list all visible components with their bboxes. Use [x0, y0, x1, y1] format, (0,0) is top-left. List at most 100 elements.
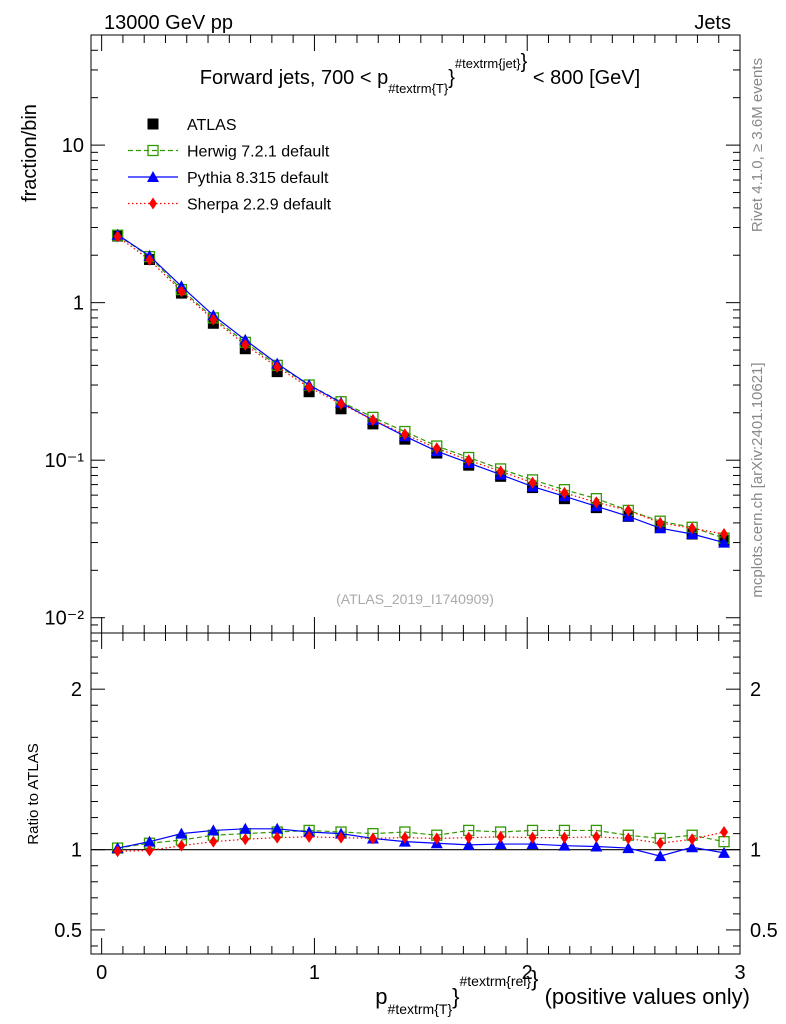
main-point-sherpa	[624, 504, 633, 517]
xlabel-sup: #textrm{rel}	[460, 973, 532, 989]
plot-title-close2: }	[521, 51, 528, 73]
x-tick-label: 1	[309, 962, 320, 984]
main-point-sherpa	[656, 516, 665, 529]
x-tick-label: 2	[522, 962, 533, 984]
ratio-point-pythia	[718, 846, 731, 858]
plot-title: Forward jets, 700 < p#textrm{T}}#textrm{…	[200, 51, 640, 96]
main-point-sherpa	[305, 381, 314, 394]
y-tick-label-ratio-right: 0.5	[750, 920, 778, 942]
y-tick-label-ratio-right: 1	[750, 840, 761, 862]
main-point-sherpa	[337, 397, 346, 410]
main-series-pythia	[111, 228, 731, 548]
legend-item-atlas: ATLAS	[147, 117, 237, 134]
ratio-line-sherpa	[117, 831, 725, 852]
ratio-point-pythia	[686, 841, 699, 853]
analysis-id: (ATLAS_2019_I1740909)	[336, 591, 494, 607]
legend-item-herwig: Herwig 7.2.1 default	[128, 144, 330, 161]
xlabel-sub: #textrm{T}	[388, 1001, 453, 1017]
legend-marker-pythia	[147, 171, 159, 182]
ratio-point-pythia	[558, 839, 571, 851]
xlabel-prefix: p	[375, 984, 387, 1009]
main-point-sherpa	[528, 476, 537, 489]
main-line-pythia	[117, 234, 725, 544]
main-point-sherpa	[400, 428, 409, 441]
legend: ATLAS Herwig 7.2.1 default Pythia 8.315 de…	[128, 117, 332, 214]
ratio-series-sherpa	[113, 826, 729, 858]
ratio-point-sherpa	[337, 831, 346, 844]
main-series-sherpa	[113, 230, 729, 541]
x-tick-label: 0	[96, 962, 107, 984]
plot-title-sub: #textrm{T}	[388, 81, 449, 96]
main-series-herwig	[111, 229, 730, 544]
plot-title-close: }	[448, 67, 455, 89]
ratio-point-sherpa	[688, 833, 697, 846]
legend-label-atlas: ATLAS	[187, 117, 237, 134]
ratio-point-pythia	[654, 850, 667, 862]
main-point-sherpa	[464, 454, 473, 467]
x-tick-label: 3	[734, 962, 745, 984]
ratio-point-pythia	[271, 822, 284, 834]
ratio-point-sherpa	[432, 832, 441, 845]
main-point-sherpa	[145, 253, 154, 266]
plot-title-suffix: < 800 [GeV]	[527, 67, 640, 89]
main-line-sherpa	[117, 236, 725, 535]
ratio-point-sherpa	[400, 831, 409, 844]
xlabel-close: }	[452, 984, 459, 1009]
ratio-point-pythia	[239, 822, 252, 834]
main-point-sherpa	[113, 230, 122, 243]
ratio-point-pythia	[207, 824, 220, 836]
ratio-point-sherpa	[145, 844, 154, 857]
xlabel-suffix: (positive values only)	[538, 984, 750, 1009]
ratio-point-pythia	[462, 838, 475, 850]
ratio-line-pythia	[117, 828, 725, 857]
ratio-point-sherpa	[720, 826, 729, 839]
main-ylabel: fraction/bin	[19, 104, 41, 202]
legend-item-sherpa: Sherpa 2.2.9 default	[128, 197, 332, 214]
ratio-point-sherpa	[177, 839, 186, 852]
ratio-point-sherpa	[241, 833, 250, 846]
xlabel-close2: }	[531, 966, 538, 991]
main-point-sherpa	[273, 361, 282, 374]
main-point-sherpa	[592, 496, 601, 509]
legend-label-sherpa: Sherpa 2.2.9 default	[187, 197, 332, 214]
legend-item-pythia: Pythia 8.315 default	[128, 170, 329, 187]
ratio-point-pythia	[590, 840, 603, 852]
mcplots-label: mcplots.cern.ch [arXiv:2401.10621]	[749, 362, 766, 597]
main-point-sherpa	[241, 338, 250, 351]
ratio-point-sherpa	[592, 830, 601, 843]
ratio-point-pythia	[494, 838, 507, 850]
main-point-sherpa	[560, 486, 569, 499]
ratio-point-sherpa	[528, 831, 537, 844]
ratio-point-pythia	[622, 842, 635, 854]
x-axis-title: p#textrm{T}}#textrm{rel}} (positive valu…	[375, 966, 750, 1017]
ratio-point-pythia	[143, 835, 156, 847]
legend-marker-herwig	[147, 144, 159, 157]
main-point-sherpa	[720, 528, 729, 541]
y-tick-label-main: 10⁻¹	[45, 450, 85, 472]
main-point-sherpa	[688, 522, 697, 535]
ratio-point-sherpa	[305, 830, 314, 843]
ratio-point-sherpa	[368, 832, 377, 845]
legend-label-pythia: Pythia 8.315 default	[187, 170, 329, 187]
ratio-series-herwig	[111, 824, 730, 854]
ratio-point-sherpa	[209, 835, 218, 848]
y-tick-label-ratio: 1	[71, 840, 82, 862]
y-tick-label-main: 10	[62, 135, 84, 157]
ratio-point-pythia	[175, 827, 188, 839]
y-tick-label-main: 1	[73, 293, 84, 315]
ratio-point-sherpa	[560, 831, 569, 844]
series-layer	[111, 228, 731, 862]
ratio-point-sherpa	[496, 830, 505, 843]
main-point-sherpa	[368, 413, 377, 426]
main-point-sherpa	[177, 285, 186, 298]
ratio-series-pythia	[111, 822, 731, 862]
category-label: Jets	[694, 12, 731, 34]
main-series-atlas	[112, 230, 730, 546]
plot-title-sup: #textrm{jet}	[455, 56, 521, 71]
y-tick-label-main: 10⁻²	[45, 608, 85, 630]
main-point-sherpa	[209, 313, 218, 326]
energy-label: 13000 GeV pp	[104, 12, 233, 34]
main-point-sherpa	[496, 465, 505, 478]
ratio-ylabel: Ratio to ATLAS	[25, 743, 42, 844]
